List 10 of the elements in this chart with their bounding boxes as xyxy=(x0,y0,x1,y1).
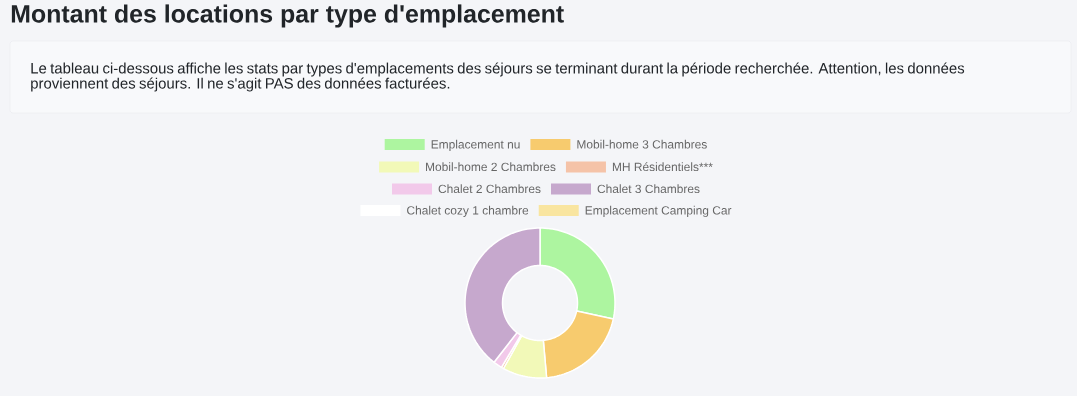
legend-label: Emplacement nu xyxy=(431,139,520,151)
chart-subtitle: Le tableau ci-dessous affiche les stats par types d'emplacements des séjours se terminant durant la période recherchée. Attention, les données proviennent des séjours. Il ne s'agit PAS des données facturées. xyxy=(31,62,965,92)
chart-title: Montant des locations par type d'emplacement xyxy=(11,4,564,28)
legend-label: Mobil-home 2 Chambres xyxy=(426,162,556,172)
legend-label: Chalet 3 Chambres xyxy=(597,184,700,194)
legend-label: Mobil-home 3 Chambres xyxy=(577,139,707,149)
legend-label: MH Résidentiels*** xyxy=(612,162,713,172)
legend-label: Chalet cozy 1 chambre xyxy=(407,205,529,217)
legend-label: Emplacement Camping Car xyxy=(585,205,732,217)
legend-label: Chalet 2 Chambres xyxy=(438,184,541,194)
